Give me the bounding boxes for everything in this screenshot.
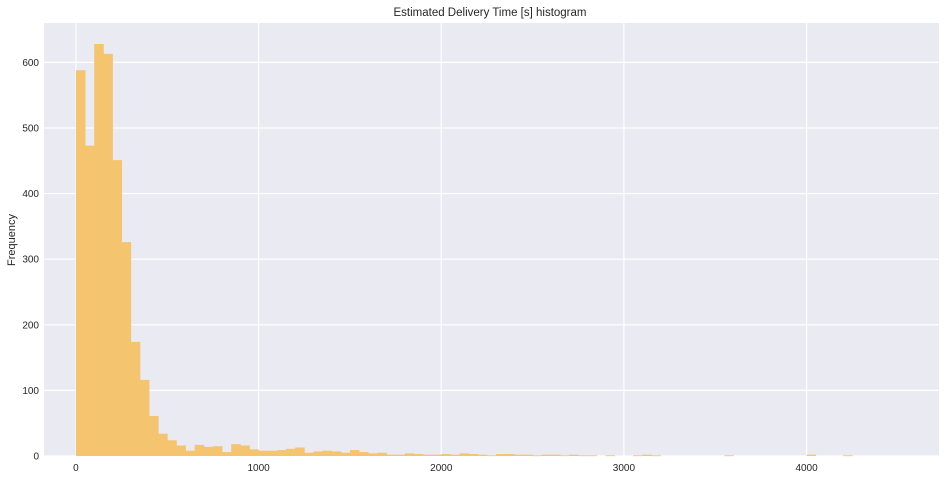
histogram-bar [395,454,406,456]
histogram-bar [359,452,369,456]
histogram-bar [404,453,415,456]
histogram-bar [130,341,141,456]
y-tick-label: 400 [22,189,39,200]
chart-title: Estimated Delivery Time [s] histogram [393,7,586,19]
histogram-bar [550,454,561,456]
histogram-bar [806,454,817,456]
histogram-bar [496,454,506,456]
histogram-bar [94,43,104,457]
histogram-bars [75,43,853,457]
histogram-bar [441,454,451,456]
histogram-bar [313,451,323,456]
y-tick-label: 300 [22,255,39,266]
y-tick-label: 600 [22,58,39,69]
y-tick-label: 0 [33,452,39,463]
y-tick-label: 100 [22,386,39,397]
histogram-bar [605,455,616,457]
histogram-bar [185,450,196,456]
histogram-bar [523,454,533,456]
histogram-bar [477,454,488,456]
histogram-bar [331,451,342,456]
histogram-bar [85,145,95,456]
y-axis-ticks: 0 100 200 300 400 500 600 [22,58,39,463]
histogram-bar [322,450,333,456]
histogram-bar [633,455,643,457]
histogram-bar [642,454,652,456]
histogram-bar [258,450,269,456]
histogram-bar [103,53,113,457]
histogram-bar [286,448,296,456]
histogram-bar [249,449,260,456]
histogram-bar [267,450,278,456]
histogram-bar [240,445,250,456]
histogram-bar [222,452,232,456]
histogram-bar [541,454,552,456]
histogram-bar [386,454,397,456]
histogram-bar [413,454,424,456]
histogram-bar [176,445,186,456]
histogram-bar [532,455,543,457]
histogram-bar [349,450,360,456]
histogram-bar [377,452,387,456]
histogram-bar [468,454,479,456]
histogram-bar [295,447,305,456]
histogram-bar [578,455,588,457]
y-tick-label: 500 [22,123,39,134]
histogram-bar [203,446,214,456]
histogram-bar [514,454,524,456]
histogram-bar [149,415,159,456]
histogram-bar [75,70,86,457]
histogram-bar [212,446,223,456]
y-axis-label: Frequency [6,214,18,266]
histogram-bar [340,452,351,456]
plot-area [44,23,939,456]
x-tick-label: 2000 [430,463,453,474]
histogram-bar [843,455,853,457]
histogram-bar [139,379,150,456]
histogram-bar [559,455,570,457]
histogram-bar [587,455,597,457]
histogram-bar [450,454,460,456]
x-axis-ticks: 0 1000 2000 3000 4000 [73,463,818,474]
y-tick-label: 200 [22,320,39,331]
histogram-bar [368,453,378,456]
histogram-bar [432,454,442,456]
histogram-bar [276,450,287,456]
histogram-bar [112,160,123,456]
histogram-bar [505,454,515,456]
histogram-bar [194,444,205,456]
x-tick-label: 3000 [613,463,636,474]
histogram-bar [651,455,661,457]
histogram-bar [459,453,470,456]
histogram-bar [724,455,734,457]
x-tick-label: 0 [73,463,79,474]
x-tick-label: 1000 [247,463,270,474]
histogram-bar [486,455,497,457]
histogram-bar [423,454,433,456]
histogram-bar [569,454,579,456]
histogram-bar [158,433,168,456]
x-tick-label: 4000 [795,463,818,474]
histogram-bar [121,242,132,456]
histogram-bar [167,440,177,456]
histogram-bar [304,452,314,456]
histogram-bar [231,444,241,456]
